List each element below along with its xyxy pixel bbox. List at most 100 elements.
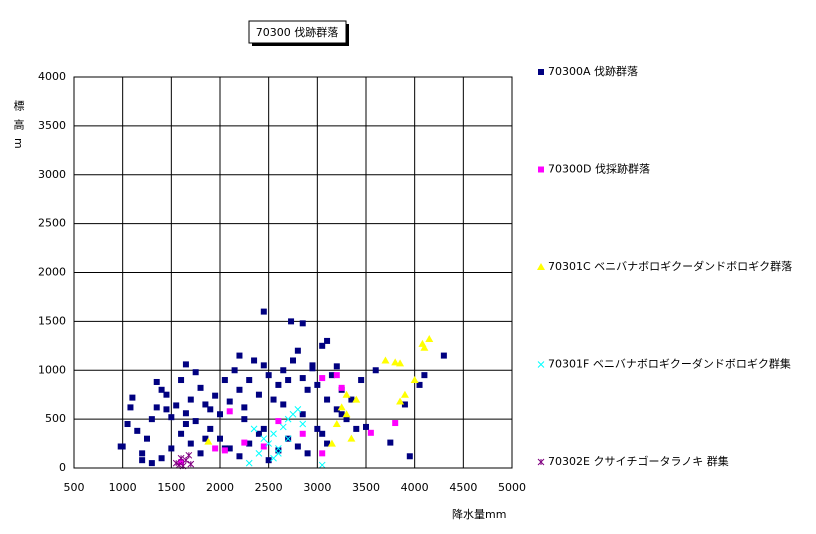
point [299,420,307,428]
point [387,439,394,446]
point [202,401,209,408]
y-tick-label: 1500 [38,314,66,327]
point [178,459,185,466]
point [185,451,193,459]
y-tick-label: 3500 [38,119,66,132]
point [290,357,296,364]
point [163,406,170,413]
point [139,450,146,457]
point [182,421,189,428]
point [163,391,170,398]
point [401,401,408,408]
point [246,440,253,447]
legend-marker [537,361,545,368]
point [255,449,263,457]
y-tick-label: 2500 [38,217,66,230]
point [358,377,365,384]
point [294,347,301,354]
point [333,406,340,413]
y-tick-label: 1000 [38,363,66,376]
point [192,369,199,376]
point [260,425,267,432]
point [175,461,183,469]
point [304,450,311,457]
point [416,381,423,388]
point [173,402,180,409]
x-tick-label: 4000 [401,481,429,494]
point [182,410,189,417]
point [279,423,287,431]
point [319,375,326,382]
y-tick-label: 4000 [38,70,66,83]
point [337,403,346,411]
point [178,377,185,384]
x-tick-label: 1000 [109,481,137,494]
x-tick-label: 1500 [157,481,185,494]
point [265,372,272,379]
point [381,356,390,364]
x-tick-label: 2000 [206,481,234,494]
point [168,445,175,452]
point [396,359,405,367]
point [343,416,350,423]
point [236,352,243,359]
point [288,318,295,325]
chart-title: 70300 伐跡群落 [256,25,339,39]
point [241,404,248,411]
point [127,404,134,411]
point [284,435,292,443]
point [391,358,400,366]
point [299,411,306,418]
y-tick-label: 3000 [38,168,66,181]
x-tick-label: 5000 [498,481,526,494]
point [168,414,175,421]
y-tick-label: 2000 [38,266,66,279]
y-tick-label: 0 [59,461,66,474]
point [139,457,146,464]
point [236,453,243,460]
point [314,425,321,432]
point [187,396,194,403]
point [421,372,428,379]
point [124,421,131,428]
point [319,430,326,437]
point [270,454,277,462]
point [265,457,272,464]
point [255,430,262,437]
point [207,406,214,413]
point [406,453,413,460]
point [425,334,434,342]
point [221,377,228,384]
point [396,397,405,405]
point [328,372,335,379]
point [304,386,311,393]
point [324,337,331,344]
point [299,375,306,382]
point [202,435,209,442]
point [134,427,141,434]
point [324,440,331,447]
point [260,443,267,450]
point [420,343,429,351]
point [338,411,345,418]
point [299,430,306,437]
point [260,308,267,315]
point [158,455,165,462]
point [207,425,214,432]
point [148,416,155,423]
point [372,367,379,374]
point [204,437,213,445]
point [236,386,243,393]
title-box [248,20,347,44]
x-axis-label: 降水量mm [452,507,506,521]
point [226,398,233,405]
point [280,367,287,374]
point [333,363,340,370]
point [324,396,331,403]
point [275,381,282,388]
point [275,445,282,452]
legend-label: 70302E クサイチゴータラノキ 群集 [548,454,729,468]
point [348,396,355,403]
legend-label: 70300D 伐採跡群落 [548,162,650,176]
point [275,447,282,454]
